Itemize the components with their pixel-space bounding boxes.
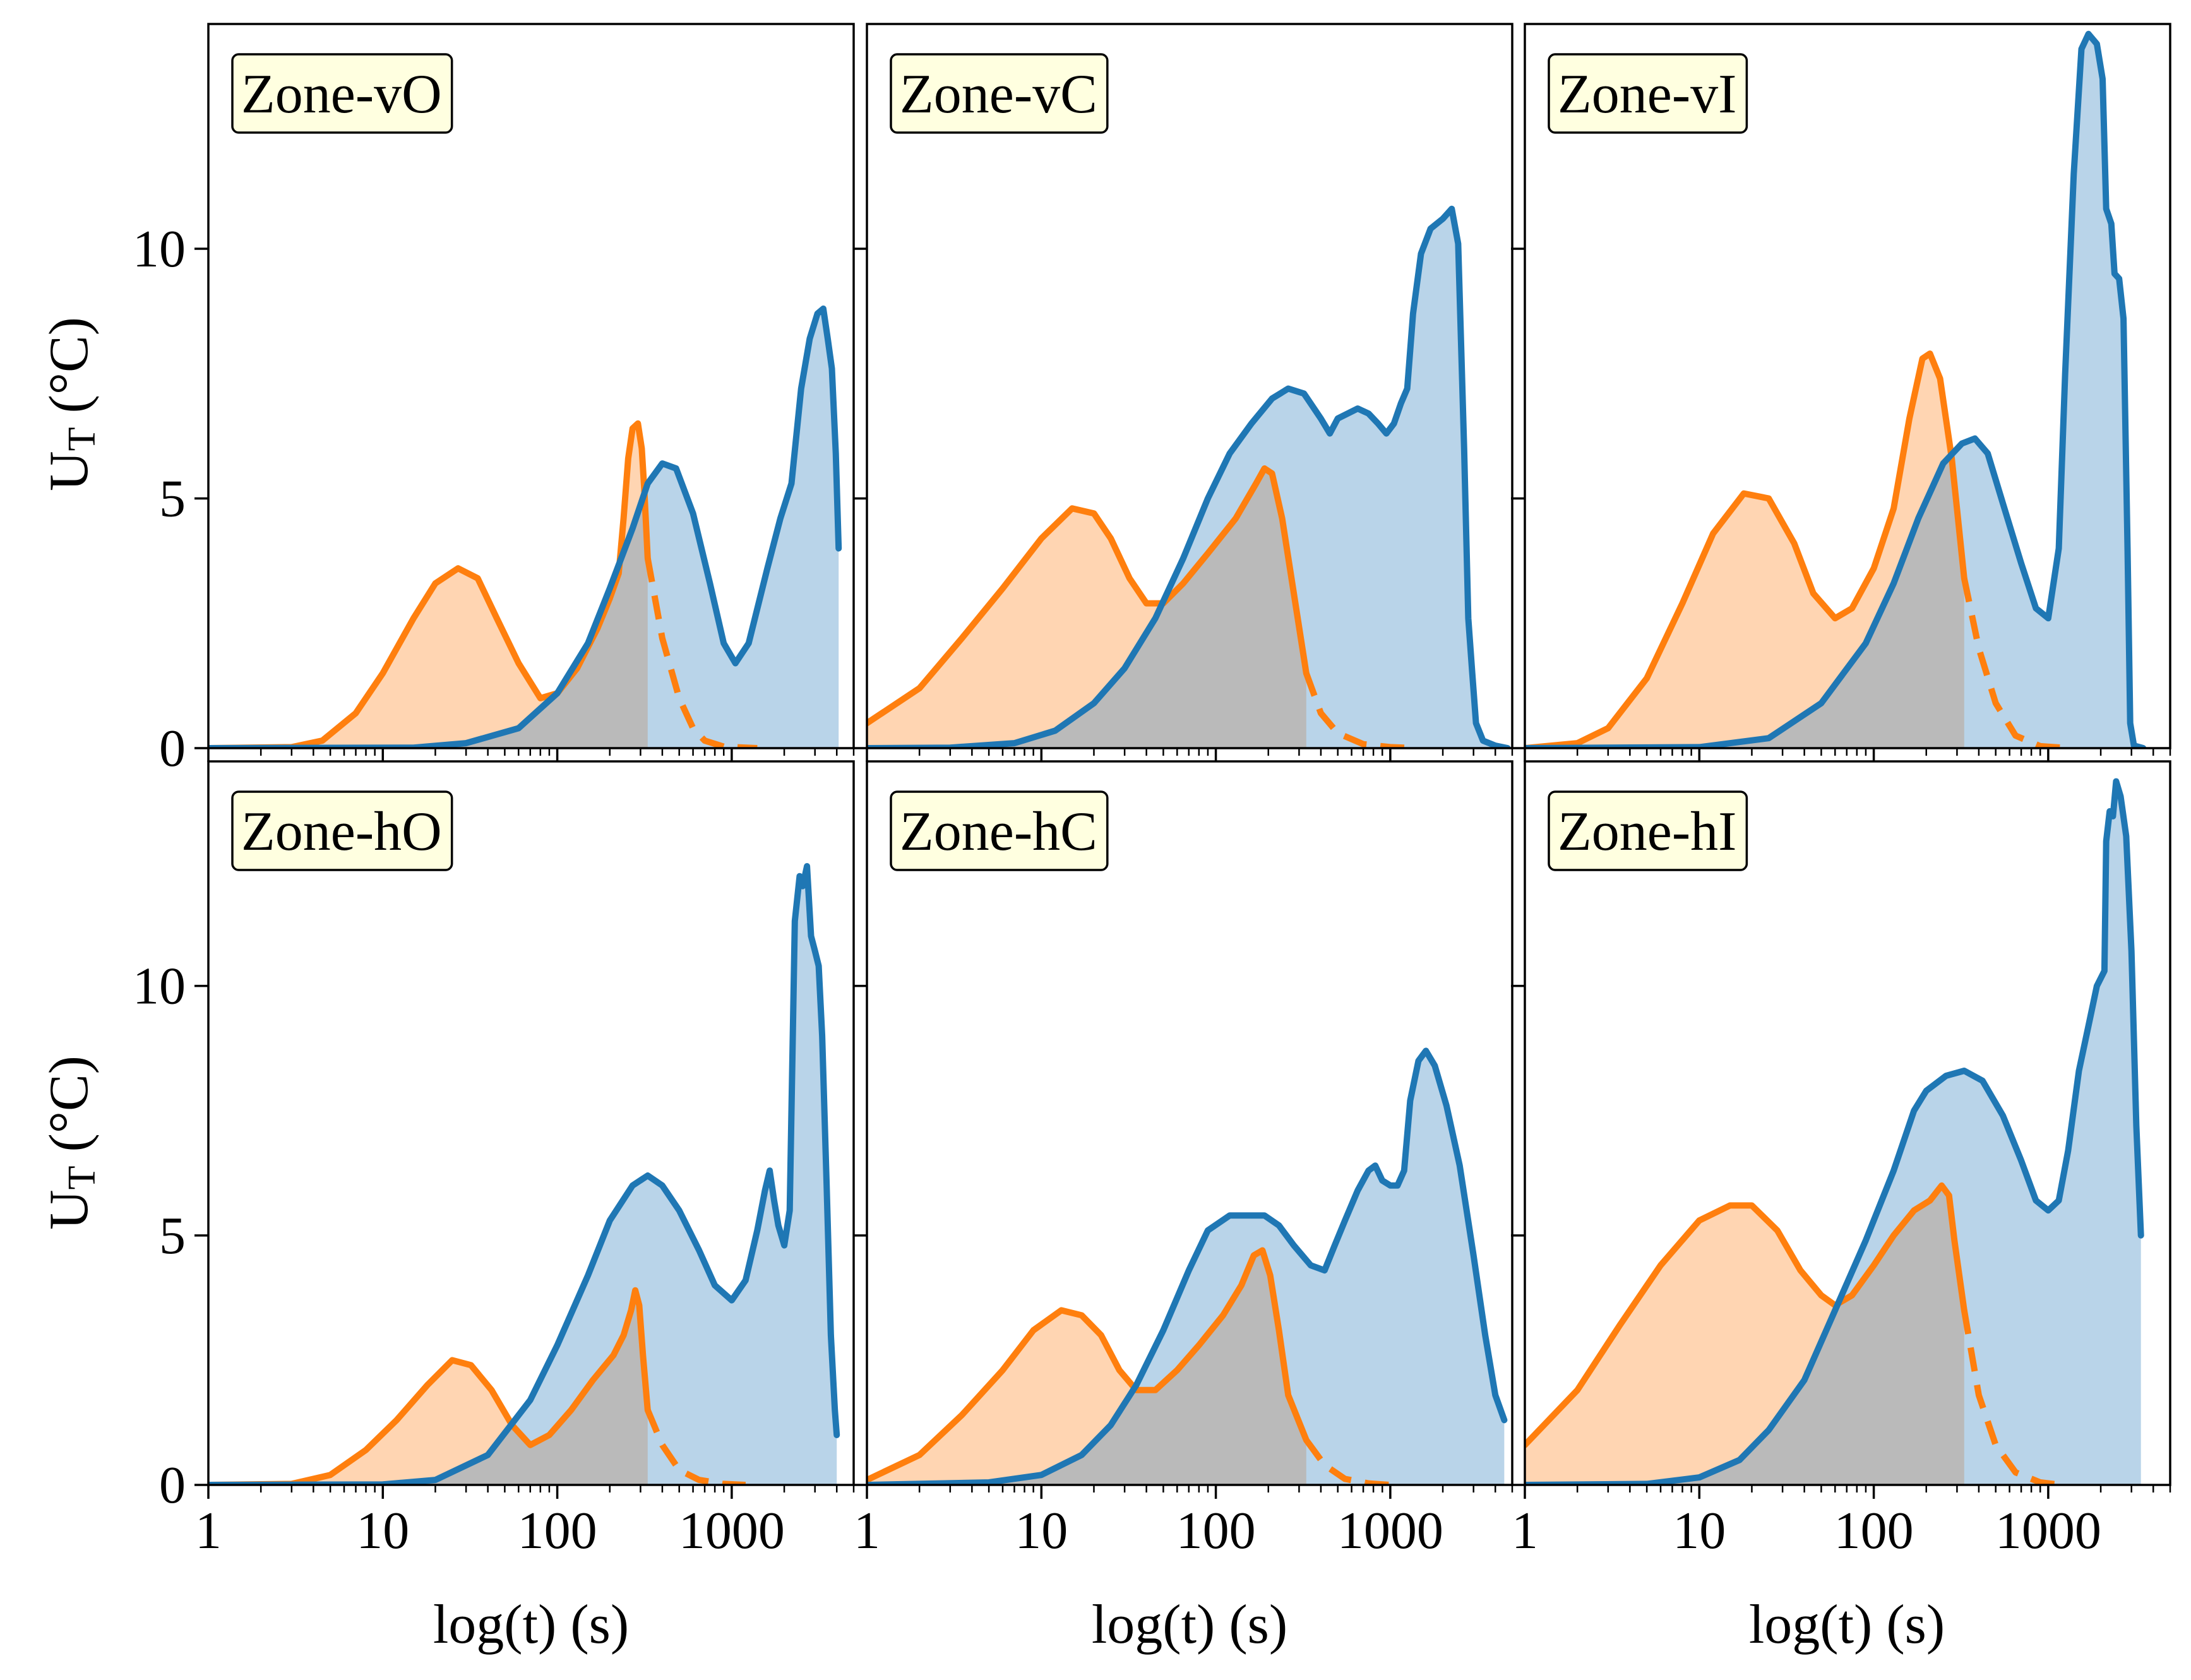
series-orange-line — [867, 465, 1310, 727]
x-tick-label: 1 — [1512, 1501, 1538, 1560]
y-tick-label: 0 — [159, 719, 186, 778]
zone-label: Zone-hI — [1548, 790, 1748, 871]
plot-area — [1525, 778, 2144, 1485]
panel-zone-ho: 1 10 100 1000 0 5 10 Zone-hO — [133, 760, 855, 1560]
series-orange-line — [1525, 350, 1967, 748]
panel-zone-vc: Zone-vC — [853, 23, 1513, 762]
zone-label-text: Zone-vO — [241, 64, 442, 125]
ylabel-rest: (°C) — [39, 317, 100, 427]
series-blue-fill — [208, 866, 837, 1485]
series-orange-dashed — [1961, 1309, 2063, 1485]
overlap-fill — [1525, 1186, 1964, 1485]
x-tick-label: 10 — [356, 1501, 409, 1560]
zone-label-text: Zone-hC — [900, 801, 1097, 862]
ylabel-sub: T — [61, 427, 104, 451]
x-tick-label: 10 — [1015, 1501, 1068, 1560]
zone-label-text: Zone-hI — [1558, 801, 1736, 862]
series-blue-line — [1525, 30, 2147, 748]
y-tick-label: 0 — [159, 1456, 186, 1515]
series-orange-line — [208, 1287, 651, 1485]
series-blue-fill — [208, 308, 839, 748]
overlap-fill — [867, 469, 1306, 748]
series-orange-dashed — [1961, 577, 2069, 748]
ylabel-row-1: UT (°C) — [39, 317, 104, 491]
x-tick-label: 1 — [854, 1501, 880, 1560]
ylabel-sub: T — [61, 1166, 104, 1190]
x-tick-label: 10 — [1673, 1501, 1726, 1560]
zone-label: Zone-vC — [890, 53, 1109, 134]
zone-label-text: Zone-hO — [241, 801, 442, 862]
x-tick-label: 1 — [195, 1501, 222, 1560]
series-blue-fill — [1525, 781, 2141, 1485]
overlap-fill — [867, 1250, 1306, 1485]
x-tick-label: 100 — [1176, 1501, 1256, 1560]
panel-zone-hc: 1 10 100 1000 Zone-hC — [853, 760, 1513, 1560]
y-tick-label: 10 — [133, 220, 186, 278]
zone-label-box — [1548, 53, 1748, 134]
x-tick-label: 1000 — [1337, 1501, 1443, 1560]
zone-label: Zone-vO — [231, 53, 453, 134]
panels-group: 0 5 10 Zone-vO Zone-vC Zone-vI 1 10 100 1000 0 5 10 Z… — [133, 23, 2171, 1560]
zone-label: Zone-hC — [890, 790, 1109, 871]
panel-zone-vo: 0 5 10 Zone-vO — [133, 23, 855, 778]
x-tick-label: 100 — [518, 1501, 597, 1560]
y-tick-label: 5 — [159, 1206, 186, 1265]
overlap-fill — [208, 1290, 648, 1485]
plot-area — [867, 205, 1511, 748]
zone-label: Zone-vI — [1548, 53, 1748, 134]
series-blue-line — [208, 863, 840, 1485]
series-blue-fill — [867, 1051, 1505, 1485]
ylabel-row-2: UT (°C) — [39, 1056, 104, 1230]
ylabel-main: U — [39, 451, 100, 491]
zone-label: Zone-hO — [231, 790, 453, 871]
series-blue-fill — [867, 208, 1508, 748]
y-tick-label: 10 — [133, 957, 186, 1016]
xlabel-col-2: log(t) (s) — [1092, 1594, 1287, 1655]
plot-area — [208, 863, 840, 1485]
series-blue-fill — [1525, 33, 2144, 748]
zone-label-box — [890, 53, 1109, 134]
plot-area — [208, 305, 842, 748]
xlabel-col-1: log(t) (s) — [433, 1594, 629, 1655]
zone-label-box — [890, 790, 1109, 871]
overlap-fill — [208, 496, 648, 748]
panel-zone-vi: Zone-vI — [1511, 23, 2171, 762]
series-blue-line — [1525, 778, 2144, 1485]
series-blue-line — [867, 1047, 1508, 1485]
plot-area — [1525, 30, 2147, 748]
series-orange-dashed — [644, 557, 758, 748]
y-tick-label: 5 — [159, 469, 186, 528]
series-orange-line — [208, 420, 651, 748]
plot-area — [867, 1047, 1508, 1485]
ylabel-rest: (°C) — [39, 1056, 100, 1166]
x-tick-label: 1000 — [679, 1501, 785, 1560]
x-tick-label: 1000 — [1995, 1501, 2101, 1560]
zone-label-text: Zone-vI — [1558, 64, 1736, 125]
series-blue-line — [867, 205, 1511, 748]
x-tick-label: 100 — [1834, 1501, 1914, 1560]
overlap-fill — [1525, 458, 1964, 748]
ylabel-main: U — [39, 1189, 100, 1230]
panel-zone-hi: 1 10 100 1000 Zone-hI — [1511, 760, 2171, 1560]
series-orange-fill — [1525, 354, 1964, 748]
series-blue-line — [208, 305, 842, 748]
zone-label-box — [231, 790, 453, 871]
series-orange-line — [1525, 1182, 1967, 1448]
zone-label-box — [1548, 790, 1748, 871]
xlabel-col-3: log(t) (s) — [1749, 1594, 1945, 1655]
zone-label-box — [231, 53, 453, 134]
series-orange-line — [867, 1247, 1310, 1484]
zone-label-text: Zone-vC — [900, 64, 1097, 125]
